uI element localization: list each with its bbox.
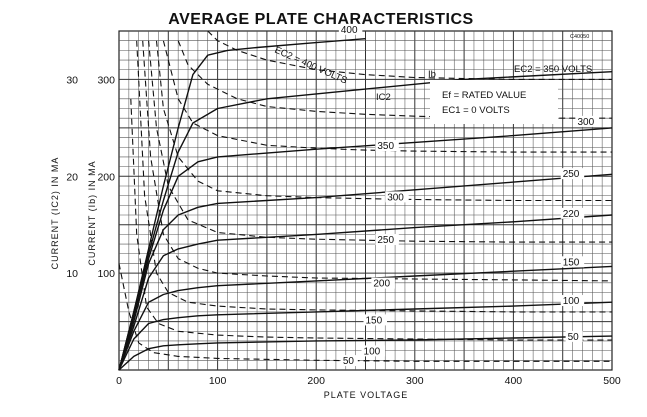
screen-current-curve	[130, 98, 612, 341]
y-tick-label-plate: 300	[97, 74, 115, 86]
curve-label: 250	[563, 169, 580, 180]
chart-title: AVERAGE PLATE CHARACTERISTICS	[168, 11, 473, 28]
curve-label-background	[371, 277, 395, 289]
screen-current-curve	[142, 40, 613, 282]
curve-label: 200	[373, 279, 390, 290]
x-tick-label: 500	[603, 375, 621, 387]
curve-label-background	[361, 345, 386, 357]
curve-label-background	[385, 191, 409, 203]
condition-ec1: EC1 = 0 VOLTS	[442, 105, 510, 116]
curve-label: 350	[377, 141, 394, 152]
chart-curves	[118, 30, 613, 371]
curve-label-background	[560, 168, 585, 180]
curve-label-background	[363, 314, 387, 326]
conditions-box-background	[430, 80, 558, 124]
x-tick-label: 200	[307, 375, 325, 387]
curve-label: 100	[563, 296, 580, 307]
y-tick-label-plate: 100	[97, 268, 115, 280]
y-tick-label-screen: 10	[66, 268, 78, 280]
plate-current-curve	[118, 265, 613, 371]
annotation-ib: Ib	[428, 69, 436, 80]
screen-current-curve	[207, 30, 612, 80]
curve-label: 150	[366, 315, 383, 326]
screen-current-curve	[155, 40, 612, 202]
chart-labels: 400 300 250 220 150 100 50 350 300 250 200 150 100 50	[338, 23, 599, 367]
curve-label: 250	[377, 235, 394, 246]
screen-current-curve	[118, 263, 612, 362]
curve-label: 50	[568, 332, 580, 343]
x-tick-label: 400	[505, 375, 523, 387]
curve-label-background	[560, 207, 585, 219]
curve-label: 220	[563, 209, 580, 220]
plate-current-curve	[118, 214, 613, 371]
plate-current-curve	[118, 301, 613, 371]
y-axis-label-plate: CURRENT (Ib) IN MA	[87, 160, 97, 265]
curve-label-background	[338, 23, 363, 35]
annotation-ic2: IC2	[376, 92, 391, 103]
curve-label-background	[575, 115, 599, 127]
curve-label-background	[375, 140, 399, 152]
y-tick-label-plate: 200	[97, 171, 115, 183]
condition-ef: Ef = RATED VALUE	[442, 90, 526, 101]
y-tick-label-screen: 20	[66, 171, 78, 183]
curve-label: 150	[563, 257, 580, 268]
curve-label: 400	[341, 25, 358, 36]
screen-current-curve	[162, 40, 612, 153]
curve-label-background	[560, 256, 585, 268]
conditions-box: Ef = RATED VALUE EC1 = 0 VOLTS	[430, 80, 558, 124]
curve-label: 50	[343, 356, 355, 367]
curve-label-background	[565, 330, 583, 342]
x-tick-label: 100	[209, 375, 227, 387]
annotation-ec2-350: EC2 = 350 VOLTS	[514, 64, 592, 75]
chart-ticks: 0 100 200 300 400 500 100 200 300 10 20 30	[66, 74, 621, 387]
x-axis-label: PLATE VOLTAGE	[324, 390, 409, 400]
chart-grid	[118, 30, 613, 371]
y-tick-label-screen: 30	[66, 74, 78, 86]
curve-label: 300	[387, 192, 404, 203]
curve-label-background	[375, 234, 399, 246]
figure-number: C40050	[570, 34, 589, 40]
plate-current-curve	[118, 71, 613, 371]
curve-label: 100	[364, 346, 381, 357]
curve-label-background	[560, 295, 585, 307]
y-axis-label-screen: CURRENT (IC2) IN MA	[50, 157, 60, 270]
annotation-ec2-400: EC2 = 400 VOLTS	[273, 45, 349, 87]
curve-label-background	[340, 355, 358, 367]
plate-current-curve	[118, 38, 366, 371]
x-tick-label: 0	[116, 375, 122, 387]
plate-current-curve	[118, 127, 613, 371]
x-tick-label: 300	[406, 375, 424, 387]
curve-label: 300	[577, 117, 594, 128]
